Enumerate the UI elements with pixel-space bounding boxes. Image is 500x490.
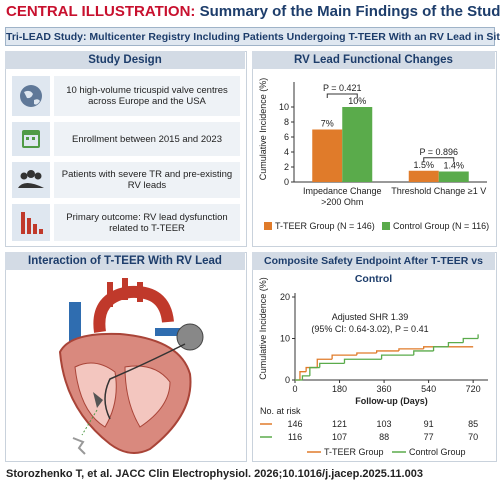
at-risk-number: 107 [332,432,347,442]
step-segment [301,375,310,380]
step-segment [447,342,464,347]
annotation: (95% CI: 0.64-3.02), P = 0.41 [311,324,428,334]
step-segment [331,354,357,360]
at-risk-title: No. at risk [260,406,301,416]
bars-icon [21,212,43,234]
bar-panel [252,51,497,247]
step-segment [376,350,399,354]
header-label: CENTRAL ILLUSTRATION: [6,3,196,20]
legend-label: Control Group [409,447,466,457]
globe-icon [20,85,42,107]
y-tick-label: 4 [284,147,289,157]
bracket [423,157,455,162]
step-segment [462,337,479,343]
step-segment [343,358,382,364]
at-risk-number: 103 [377,419,392,429]
panel-title: Study Design [5,51,245,69]
value-label: 1.5% [413,160,434,170]
step-segment [319,362,345,368]
y-tick-label: 10 [280,334,290,344]
bar-svg: Cumulative Incidence (%) 0 2 4 6 8 10 7% 10% P = … [258,78,489,231]
at-risk-number: 70 [468,432,478,442]
panel-title: Composite Safety Endpoint After T-TEER v… [252,252,495,285]
banner: Tri-LEAD Study: Multicenter Registry Inc… [5,27,500,46]
legend-swatch [264,222,272,230]
x-tick-label: 540 [421,384,436,394]
at-risk-number: 88 [379,432,389,442]
y-tick-label: 6 [284,132,289,142]
step-segment [299,371,307,380]
legend-label: T-TEER Group [324,447,384,457]
panel-title: Interaction of T-TEER With RV Lead [5,252,245,270]
bracket [326,93,358,98]
heart-illustration [58,278,204,455]
km-panel [252,252,497,462]
at-risk-number: 121 [332,419,347,429]
km-svg: Cumulative Incidence (%) 0 10 20 0 146 116 180 1… [258,277,488,457]
at-risk-number: 116 [288,432,302,442]
design-item: Enrollment between 2015 and 2023 [54,122,240,156]
legend-label: Control Group (N = 116) [393,221,489,231]
x-tick-label: Threshold Change ≥1 V [391,186,487,196]
x-tick-label: 720 [466,384,481,394]
x-tick-label: 180 [332,384,347,394]
value-label: 7% [321,119,334,129]
design-item: 10 high-volume tricuspid valve centres a… [54,76,240,116]
design-item: Primary outcome: RV lead dysfunction rel… [54,204,240,241]
p-value: P = 0.896 [419,147,458,157]
step-segment [398,348,424,351]
annotation: Adjusted SHR 1.39 [332,312,409,322]
step-segment [316,358,333,368]
x-tick-label: 0 [292,384,297,394]
y-axis-label: Cumulative Incidence (%) [258,277,268,380]
y-tick-label: 8 [284,117,289,127]
y-tick-label: 0 [284,177,289,187]
icon [12,76,50,116]
x-tick-label: Impedance Change >200 Ohm [302,186,382,207]
icon [12,122,50,156]
step-segment [423,346,474,349]
km-chart: Cumulative Incidence (%) 0 10 20 0 146 116 180 1… [252,272,495,460]
design-item: Patients with severe TR and pre-existing… [54,162,240,198]
at-risk-number: 77 [424,432,434,442]
y-tick-label: 10 [279,102,289,112]
step-segment [380,354,414,360]
at-risk-number: 85 [468,419,478,429]
y-tick-label: 2 [284,162,289,172]
step-segment [356,352,377,356]
people-icon [18,170,44,188]
header: CENTRAL ILLUSTRATION: Summary of the Mai… [6,3,500,20]
bar [312,129,343,182]
value-label: 10% [348,96,366,106]
x-axis-label: Follow-up (Days) [355,396,428,406]
legend-label: T-TEER Group (N = 146) [275,221,375,231]
value-label: 1.4% [443,161,464,171]
bar [408,170,439,182]
step-segment [413,350,434,356]
panel-title: RV Lead Functional Changes [252,51,495,69]
x-tick-label: 360 [377,384,392,394]
icon [12,204,50,241]
icon [12,162,50,198]
bar-chart: Cumulative Incidence (%) 0 2 4 6 8 10 7% 10% P = … [252,70,495,245]
bar [438,171,469,182]
bar [342,107,373,182]
calendar-icon [22,130,40,148]
header-title: Summary of the Main Findings of the Stud… [199,3,500,20]
y-axis-label: Cumulative Incidence (%) [258,78,268,181]
citation: Storozhenko T, et al. JACC Clin Electrop… [6,468,423,480]
legend-swatch [382,222,390,230]
y-tick-label: 0 [285,375,290,385]
at-risk-number: 91 [424,419,434,429]
p-value: P = 0.421 [323,83,362,93]
y-tick-label: 20 [280,292,290,302]
at-risk-number: 146 [287,419,302,429]
step-segment [309,366,320,376]
step-segment [432,346,449,351]
